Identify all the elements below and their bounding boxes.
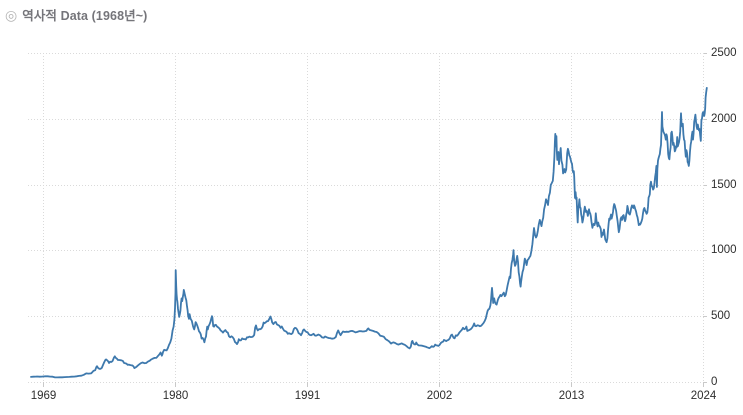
price-line-series: [30, 87, 708, 379]
y-tick-label: 0: [711, 375, 718, 388]
y-tick-label: 1500: [711, 178, 737, 191]
x-tick-label: 1980: [162, 390, 189, 402]
x-tick-label: 1991: [294, 390, 321, 402]
y-tick-label: 1000: [711, 243, 737, 256]
x-tick-label: 2013: [558, 390, 585, 402]
y-tick-label: 500: [711, 309, 731, 322]
x-tick-label: 1969: [30, 390, 57, 402]
double-circle-icon: ◎: [5, 6, 18, 23]
y-tick-label: 2500: [711, 46, 737, 59]
x-tick-label: 2024: [690, 390, 717, 402]
y-tick-label: 2000: [711, 112, 737, 125]
chart-title: 역사적 Data (1968년~): [22, 9, 148, 23]
x-tick-label: 2002: [426, 390, 453, 402]
chart-header: ◎ 역사적 Data (1968년~): [5, 5, 147, 24]
